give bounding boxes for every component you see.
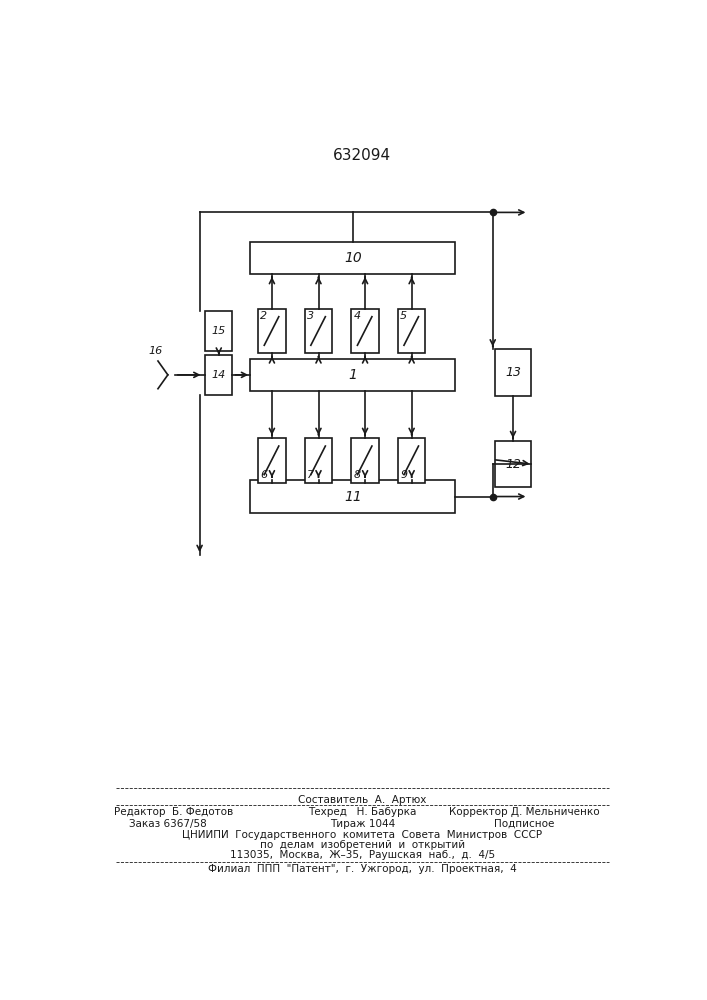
Text: Тираж 1044: Тираж 1044 [329, 819, 395, 829]
Text: ЦНИИПИ  Государственного  комитета  Совета  Министров  СССР: ЦНИИПИ Государственного комитета Совета … [182, 830, 542, 840]
Text: 632094: 632094 [333, 148, 392, 163]
Text: Заказ 6367/58: Заказ 6367/58 [129, 819, 206, 829]
Text: 1: 1 [349, 368, 357, 382]
Text: 16: 16 [148, 346, 163, 356]
Text: 3: 3 [307, 311, 314, 321]
Bar [305, 438, 332, 483]
Text: 14: 14 [211, 370, 226, 380]
Bar [205, 355, 233, 395]
Bar [258, 309, 286, 353]
Text: 10: 10 [344, 251, 361, 265]
Text: 113035,  Москва,  Ж–35,  Раушская  наб.,  д.  4/5: 113035, Москва, Ж–35, Раушская наб., д. … [230, 850, 495, 860]
Text: 13: 13 [505, 366, 521, 379]
Bar [250, 480, 455, 513]
Text: Техред   Н. Бабурка: Техред Н. Бабурка [308, 807, 416, 817]
Text: 2: 2 [260, 311, 267, 321]
Bar [398, 309, 426, 353]
Bar [250, 242, 455, 274]
Text: 6: 6 [260, 470, 267, 480]
Text: Филиал  ППП  "Патент",  г.  Ужгород,  ул.  Проектная,  4: Филиал ППП "Патент", г. Ужгород, ул. Про… [208, 864, 517, 874]
Bar [250, 359, 455, 391]
Text: 4: 4 [354, 311, 361, 321]
Bar [351, 309, 379, 353]
Bar [305, 309, 332, 353]
Text: 5: 5 [400, 311, 407, 321]
Text: Редактор  Б. Федотов: Редактор Б. Федотов [114, 807, 233, 817]
Text: Составитель  А.  Артюх: Составитель А. Артюх [298, 795, 426, 805]
Bar [495, 441, 531, 487]
Text: 11: 11 [344, 490, 361, 504]
Text: 15: 15 [211, 326, 226, 336]
Bar [205, 311, 233, 351]
Text: 9: 9 [400, 470, 407, 480]
Text: по  делам  изобретений  и  открытий: по делам изобретений и открытий [259, 840, 465, 850]
Bar [495, 349, 531, 396]
Text: Подписное: Подписное [493, 819, 554, 829]
Bar [398, 438, 426, 483]
Bar [351, 438, 379, 483]
Bar [258, 438, 286, 483]
Text: 8: 8 [354, 470, 361, 480]
Text: 7: 7 [307, 470, 314, 480]
Text: Корректор Д. Мельниченко: Корректор Д. Мельниченко [449, 807, 600, 817]
Text: 12: 12 [505, 458, 521, 471]
